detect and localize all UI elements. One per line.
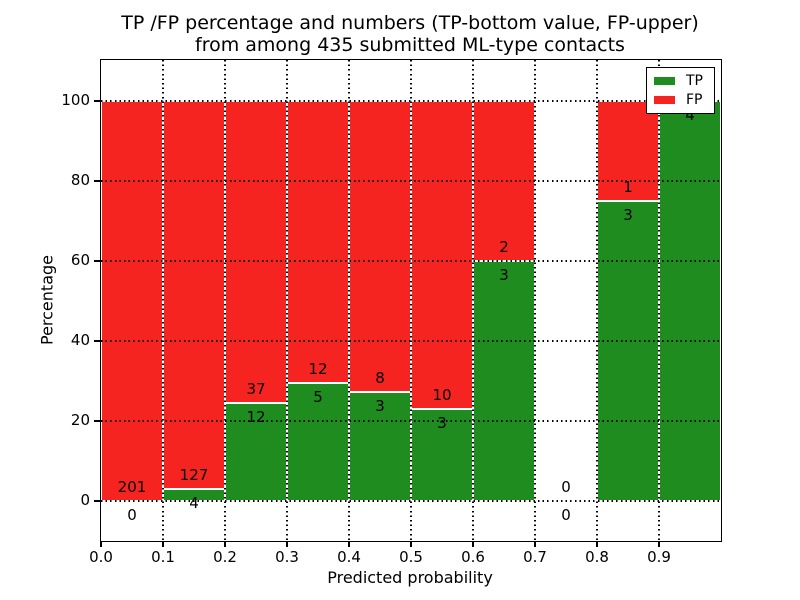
gridline-vertical (658, 60, 660, 541)
plot-area: TP FP 0.0 0.1 0.2 0.3 0.4 0.5 0.6 0.7 0.8 0.9 201 0 1… (89, 59, 722, 566)
chart-title-line1: TP /FP percentage and numbers (TP-bottom… (121, 12, 699, 34)
bar-tp-segment (287, 383, 349, 501)
gridline-vertical (286, 60, 288, 541)
bar-tp-count-label: 0 (127, 506, 137, 524)
bar-fp-count-label: 1 (623, 178, 633, 196)
y-tick-mark (93, 260, 100, 262)
gridline-vertical (596, 60, 598, 541)
bar-tp-count-label: 5 (313, 388, 323, 407)
bar-fp-count-label: 201 (117, 478, 147, 496)
gridline-vertical (348, 60, 350, 541)
legend-entry: FP (647, 93, 714, 107)
x-tick-mark (534, 541, 536, 547)
bar-tp-segment (659, 101, 721, 501)
x-tick-mark (348, 541, 350, 547)
x-tick-label: 0.9 (647, 548, 671, 566)
y-tick-label: 20 (70, 411, 90, 429)
x-tick-mark (596, 541, 598, 547)
legend-label: FP (686, 92, 703, 109)
legend-label: TP (686, 72, 703, 89)
gridline-vertical (224, 60, 226, 541)
y-tick-label: 80 (70, 171, 90, 189)
x-tick-label: 0.8 (585, 548, 609, 566)
legend: TP FP (646, 67, 715, 114)
bar-fp-segment (411, 101, 473, 409)
bar-fp-segment (287, 101, 349, 384)
x-tick-label: 0.4 (337, 548, 361, 566)
bar-tp-count-label: 3 (375, 396, 385, 415)
y-tick-mark (93, 180, 100, 182)
bar-fp-segment (101, 101, 163, 501)
x-tick-label: 0.6 (461, 548, 485, 566)
legend-entry: TP (647, 74, 714, 88)
y-tick-label: 0 (80, 491, 90, 509)
x-tick-mark (472, 541, 474, 547)
gridline-vertical (410, 60, 412, 541)
bar-tp-count-label: 3 (499, 266, 509, 284)
x-tick-label: 0.1 (151, 548, 175, 566)
bar-tp-count-label: 4 (685, 106, 695, 124)
x-axis-label: Predicted probability (327, 568, 493, 587)
bar-tp-count-label: 3 (623, 206, 633, 224)
x-tick-mark (100, 541, 102, 547)
y-tick-mark (93, 340, 100, 342)
bar-tp-count-label: 4 (189, 493, 199, 512)
y-tick-label: 40 (70, 331, 90, 349)
x-tick-mark (658, 541, 660, 547)
bar-tp-segment (473, 261, 535, 501)
bar-fp-count-label: 2 (499, 238, 509, 256)
gridline-vertical (534, 60, 536, 541)
legend-swatch-tp (654, 76, 675, 85)
bar-fp-segment (225, 101, 287, 404)
y-tick-mark (93, 100, 100, 102)
bar-fp-segment (163, 101, 225, 489)
legend-swatch-fp (654, 96, 675, 105)
y-tick-label: 100 (61, 91, 90, 109)
x-tick-mark (410, 541, 412, 547)
y-tick-mark (93, 500, 100, 502)
y-tick-label: 60 (70, 251, 90, 269)
y-tick-mark (93, 420, 100, 422)
chart-title: TP /FP percentage and numbers (TP-bottom… (90, 12, 730, 56)
bar-fp-count-label: 0 (561, 478, 571, 496)
gridline-vertical (472, 60, 474, 541)
bar-fp-count-label: 127 (179, 465, 209, 484)
bar-fp-count-label: 12 (308, 360, 328, 379)
bar-tp-count-label: 3 (437, 413, 447, 432)
bar-tp-count-label: 12 (246, 408, 266, 427)
x-tick-label: 0.2 (213, 548, 237, 566)
bar-tp-count-label: 0 (561, 506, 571, 524)
chart-title-line2: from among 435 submitted ML-type contact… (195, 34, 625, 56)
x-tick-mark (162, 541, 164, 547)
bar-fp-count-label: 10 (432, 385, 452, 404)
bar-tp-segment (597, 201, 659, 501)
x-tick-mark (286, 541, 288, 547)
bar-fp-count-label: 8 (375, 368, 385, 387)
x-tick-label: 0.3 (275, 548, 299, 566)
x-tick-label: 0.7 (523, 548, 547, 566)
bar-fp-segment (349, 101, 411, 392)
x-tick-label: 0.5 (399, 548, 423, 566)
bar-fp-count-label: 37 (246, 380, 266, 399)
gridline-vertical (162, 60, 164, 541)
x-tick-label: 0.0 (89, 548, 113, 566)
x-tick-mark (224, 541, 226, 547)
bar-tp-segment (225, 403, 287, 501)
